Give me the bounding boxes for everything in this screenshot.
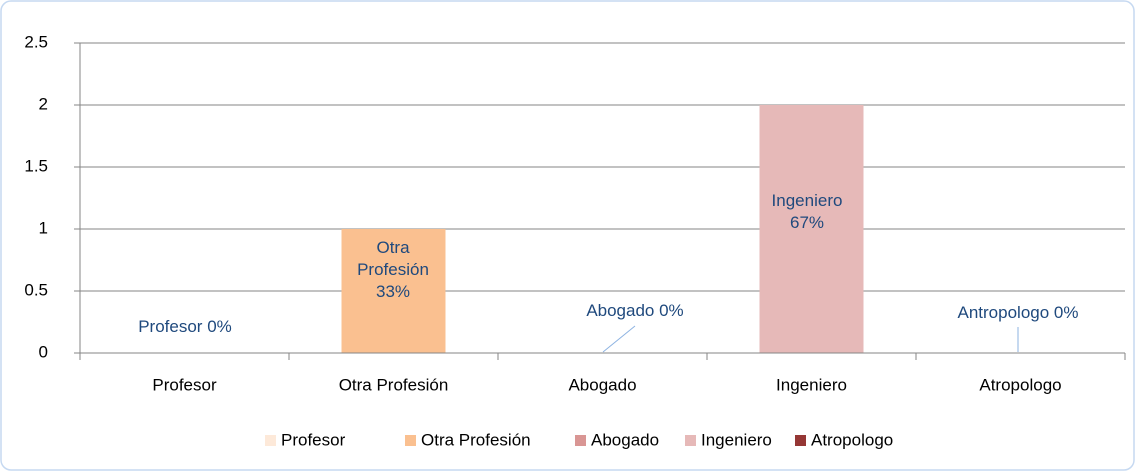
y-tick-label: 0 [39, 342, 48, 361]
x-tick-label: Ingeniero [776, 375, 847, 394]
legend-label: Ingeniero [701, 430, 772, 449]
data-label-box: Antropologo 0% [957, 302, 1079, 322]
legend-label: Atropologo [811, 430, 893, 449]
bar [759, 105, 864, 353]
data-label: Antropologo 0% [957, 302, 1079, 322]
legend-label: Abogado [591, 430, 659, 449]
data-label-box: Ingeniero 67% [771, 190, 843, 232]
legend-swatch [575, 435, 586, 446]
data-label: Ingeniero 67% [771, 190, 843, 232]
x-tick-label: Profesor [152, 375, 217, 394]
x-tick-label: Atropologo [979, 375, 1061, 394]
data-label-box: Otra Profesión 33% [357, 237, 429, 302]
legend-swatch [795, 435, 806, 446]
x-tick-label: Abogado [568, 375, 636, 394]
data-label-box: Profesor 0% [138, 316, 232, 336]
legend-label: Otra Profesión [421, 430, 531, 449]
data-label: Otra Profesión 33% [357, 237, 429, 302]
y-tick-label: 2.5 [24, 32, 48, 51]
data-label: Profesor 0% [138, 316, 232, 336]
legend-swatch [265, 435, 276, 446]
legend-swatch [405, 435, 416, 446]
x-tick-label: Otra Profesión [339, 375, 449, 394]
y-tick-label: 2 [39, 94, 48, 113]
legend-swatch [685, 435, 696, 446]
y-tick-label: 1.5 [24, 156, 48, 175]
y-tick-label: 1 [39, 218, 48, 237]
bar [341, 229, 446, 353]
leader-line [602, 325, 636, 353]
y-tick-label: 0.5 [24, 280, 48, 299]
data-label: Abogado 0% [586, 300, 684, 320]
data-label-box: Abogado 0% [586, 300, 684, 320]
legend-label: Profesor [281, 430, 346, 449]
